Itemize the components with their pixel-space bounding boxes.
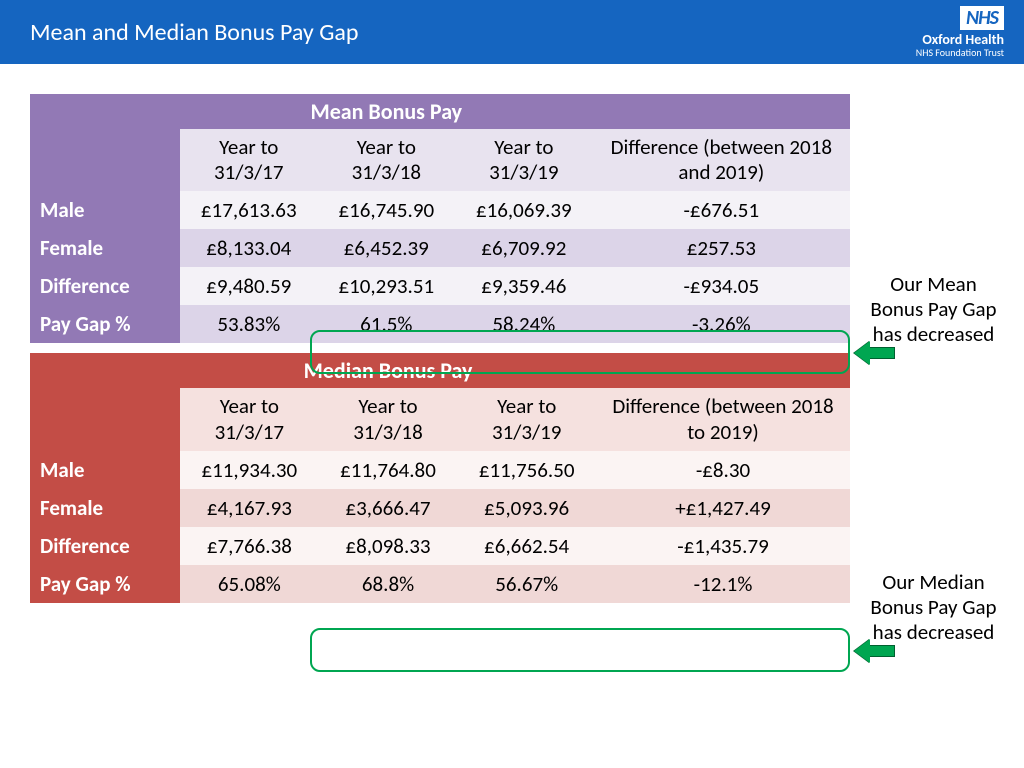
table-row: Female £8,133.04 £6,452.39 £6,709.92 £25… [30,229,850,267]
table-corner [30,94,180,129]
cell: £5,093.96 [457,489,596,527]
row-label: Male [30,451,180,489]
col-header: Year to 31/3/18 [319,388,458,450]
cell: -£8.30 [596,451,850,489]
mean-table-title: Mean Bonus Pay [180,94,593,129]
col-header: Year to 31/3/17 [180,388,319,450]
cell: -12.1% [596,565,850,603]
col-header: Difference (between 2018 to 2019) [596,388,850,450]
table-row: Difference £7,766.38 £8,098.33 £6,662.54… [30,527,850,565]
col-header: Year to 31/3/19 [457,388,596,450]
slide-content: Mean Bonus Pay Year to 31/3/17 Year to 3… [0,64,1024,603]
row-label: Female [30,229,180,267]
col-header: Difference (between 2018 and 2019) [593,129,850,191]
cell: £10,293.51 [318,267,456,305]
table-corner [30,353,180,388]
cell: 53.83% [180,305,318,343]
row-label: Female [30,489,180,527]
nhs-logo-sub: NHS Foundation Trust [916,47,1004,58]
cell: £9,480.59 [180,267,318,305]
cell: £16,069.39 [455,191,593,229]
slide-title: Mean and Median Bonus Pay Gap [30,18,358,47]
cell: £16,745.90 [318,191,456,229]
cell: £11,756.50 [457,451,596,489]
cell: 56.67% [457,565,596,603]
cell: £11,934.30 [180,451,319,489]
nhs-logo-box: NHS [960,6,1004,30]
col-header: Year to 31/3/17 [180,129,318,191]
slide-header: Mean and Median Bonus Pay Gap NHS Oxford… [0,0,1024,64]
cell: £9,359.46 [455,267,593,305]
table-corner [30,129,180,191]
mean-annotation: Our Mean Bonus Pay Gap has decreased [866,272,1001,348]
cell: -£676.51 [593,191,850,229]
cell: £8,098.33 [319,527,458,565]
cell: £6,662.54 [457,527,596,565]
cell: £4,167.93 [180,489,319,527]
highlight-box-median [310,628,850,672]
cell: £6,709.92 [455,229,593,267]
row-label: Pay Gap % [30,305,180,343]
table-row: Pay Gap % 65.08% 68.8% 56.67% -12.1% [30,565,850,603]
cell: £7,766.38 [180,527,319,565]
cell: -£934.05 [593,267,850,305]
table-row: Male £17,613.63 £16,745.90 £16,069.39 -£… [30,191,850,229]
col-header: Year to 31/3/18 [318,129,456,191]
table-row: Pay Gap % 53.83% 61.5% 58.24% -3.26% [30,305,850,343]
cell: £17,613.63 [180,191,318,229]
cell: £3,666.47 [319,489,458,527]
cell: 68.8% [319,565,458,603]
median-annotation: Our Median Bonus Pay Gap has decreased [866,570,1001,646]
cell: £11,764.80 [319,451,458,489]
cell: -3.26% [593,305,850,343]
cell: -£1,435.79 [596,527,850,565]
row-label: Pay Gap % [30,565,180,603]
mean-bonus-table: Mean Bonus Pay Year to 31/3/17 Year to 3… [30,94,850,343]
row-label: Difference [30,267,180,305]
cell: 65.08% [180,565,319,603]
median-bonus-table: Median Bonus Pay Year to 31/3/17 Year to… [30,353,850,602]
median-table-title: Median Bonus Pay [180,353,596,388]
table-corner [30,388,180,450]
table-row: Female £4,167.93 £3,666.47 £5,093.96 +£1… [30,489,850,527]
cell: £257.53 [593,229,850,267]
cell: 61.5% [318,305,456,343]
nhs-logo: NHS Oxford Health NHS Foundation Trust [916,6,1004,58]
cell: £8,133.04 [180,229,318,267]
cell: +£1,427.49 [596,489,850,527]
table-corner [593,94,850,129]
cell: 58.24% [455,305,593,343]
table-corner [596,353,850,388]
cell: £6,452.39 [318,229,456,267]
row-label: Male [30,191,180,229]
table-row: Difference £9,480.59 £10,293.51 £9,359.4… [30,267,850,305]
table-row: Male £11,934.30 £11,764.80 £11,756.50 -£… [30,451,850,489]
row-label: Difference [30,527,180,565]
nhs-logo-org: Oxford Health [916,32,1004,47]
col-header: Year to 31/3/19 [455,129,593,191]
